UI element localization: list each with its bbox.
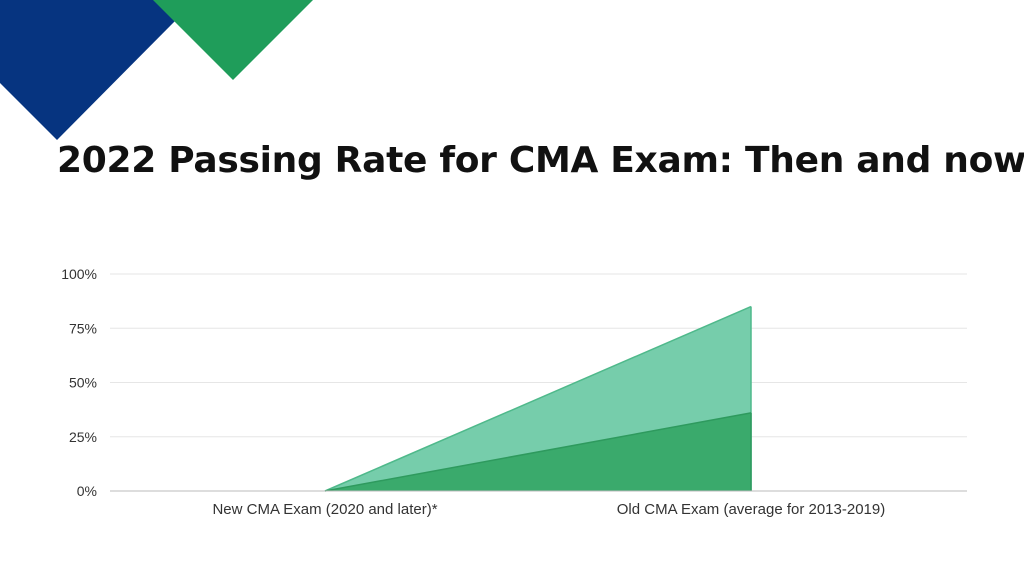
page-title: 2022 Passing Rate for CMA Exam: Then and… <box>57 140 1024 181</box>
x-tick-label: Old CMA Exam (average for 2013-2019) <box>617 501 885 518</box>
y-tick-label: 25% <box>69 429 97 445</box>
series-line-1 <box>324 305 752 492</box>
decorative-corner-shapes <box>0 0 313 140</box>
series-areas <box>324 305 752 492</box>
axes: 0% 25% 50% 75% 100% New CMA Exam (2020 and la… <box>61 266 967 518</box>
green-triangle-shape <box>153 0 313 80</box>
y-tick-label: 75% <box>69 320 97 336</box>
x-tick-label: New CMA Exam (2020 and later)* <box>212 501 437 518</box>
y-tick-label: 50% <box>69 375 97 391</box>
series-line-2 <box>324 412 752 492</box>
y-tick-label: 0% <box>77 483 97 499</box>
y-tick-label: 100% <box>61 266 97 282</box>
blue-diamond-shape <box>0 0 176 140</box>
